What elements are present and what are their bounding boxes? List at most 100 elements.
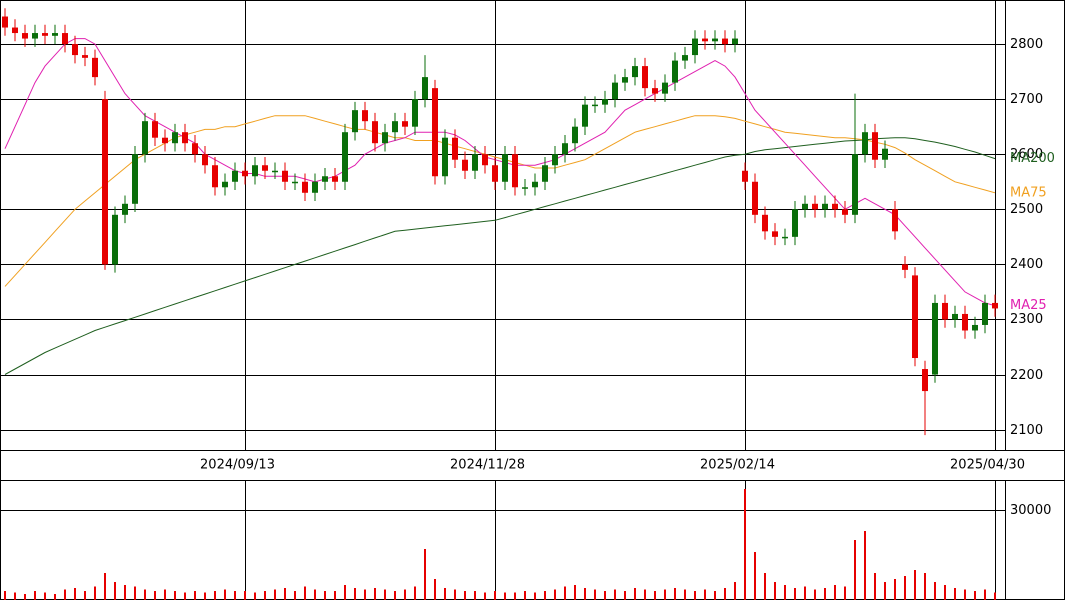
candle-body	[342, 132, 348, 182]
candle-body	[672, 60, 678, 83]
volume-bar	[494, 591, 496, 600]
volume-bar	[424, 549, 426, 600]
candle-body	[602, 99, 608, 105]
volume-bar	[684, 589, 686, 600]
legend-label: MA25	[1010, 298, 1047, 313]
volume-bar	[124, 585, 126, 600]
volume-bar	[724, 588, 726, 600]
candle-body	[162, 137, 168, 144]
volume-bar	[224, 589, 226, 600]
volume-bar	[654, 591, 656, 600]
volume-bar	[854, 540, 856, 600]
volume-bar	[314, 589, 316, 600]
candle-body	[782, 236, 788, 239]
y-tick-label: 2500	[1010, 202, 1043, 217]
candle-body	[292, 181, 298, 184]
candle-body	[12, 27, 18, 34]
volume-bar	[584, 588, 586, 600]
volume-bar	[914, 570, 916, 600]
volume-bar	[874, 573, 876, 600]
volume-bar	[164, 589, 166, 600]
volume-bar	[54, 594, 56, 600]
candle-body	[652, 88, 658, 94]
volume-bar	[754, 552, 756, 600]
volume-bar	[74, 588, 76, 600]
candle-body	[132, 154, 138, 204]
candle-body	[662, 82, 668, 94]
candle-body	[762, 214, 768, 232]
volume-bar	[504, 592, 506, 600]
candle-body	[532, 181, 538, 188]
volume-bar	[784, 585, 786, 600]
volume-bar	[594, 589, 596, 600]
volume-bar	[304, 586, 306, 600]
volume-bar	[64, 589, 66, 600]
candle-body	[982, 302, 988, 325]
candle-body	[962, 313, 968, 331]
volume-bar	[384, 589, 386, 600]
candle-body	[702, 38, 708, 42]
volume-bar	[984, 589, 986, 600]
volume-bar	[44, 592, 46, 600]
volume-bar	[704, 589, 706, 600]
candle-body	[842, 209, 848, 215]
candle-body	[812, 203, 818, 210]
volume-bar	[714, 591, 716, 600]
volume-bar	[694, 591, 696, 600]
candle-body	[852, 154, 858, 215]
candle-body	[952, 313, 958, 320]
candle-body	[112, 214, 118, 265]
x-tick-label: 2024/11/28	[450, 458, 525, 473]
volume-bar	[744, 489, 746, 600]
candle-body	[512, 154, 518, 188]
y-tick-label: 2800	[1010, 37, 1043, 52]
candle-body	[482, 154, 488, 166]
candle-body	[622, 77, 628, 83]
volume-bar	[834, 585, 836, 600]
candle-body	[692, 38, 698, 56]
volume-bar	[994, 592, 996, 600]
candle-body	[302, 181, 308, 193]
candle-body	[2, 16, 8, 28]
volume-bar	[514, 592, 516, 600]
volume-bar	[934, 582, 936, 600]
candle-body	[552, 154, 558, 166]
volume-bar	[14, 592, 16, 600]
candle-body	[352, 110, 358, 133]
candle-body	[992, 302, 998, 309]
candle-body	[542, 165, 548, 182]
volume-bar	[454, 589, 456, 600]
candle-body	[382, 132, 388, 144]
y-tick-label: 2300	[1010, 312, 1043, 327]
candle-body	[52, 33, 58, 36]
volume-bar	[574, 585, 576, 600]
candle-body	[932, 302, 938, 375]
candle-body	[752, 181, 758, 215]
volume-bar	[544, 591, 546, 600]
volume-bar	[564, 586, 566, 600]
candle-body	[862, 132, 868, 155]
volume-bar	[824, 588, 826, 600]
volume-bar	[104, 573, 106, 600]
volume-bar	[324, 591, 326, 600]
volume-bar	[144, 589, 146, 600]
volume-bar	[884, 582, 886, 600]
candle-body	[972, 324, 978, 331]
volume-bar	[464, 591, 466, 600]
volume-bar	[174, 591, 176, 600]
volume-bar	[154, 591, 156, 600]
candle-body	[772, 231, 778, 237]
candle-body	[442, 137, 448, 177]
candle-body	[472, 154, 478, 171]
volume-bar	[814, 589, 816, 600]
volume-bar	[624, 591, 626, 600]
candle-body	[82, 55, 88, 58]
volume-bar	[414, 586, 416, 600]
volume-bar	[734, 582, 736, 600]
volume-bar	[34, 591, 36, 600]
candle-body	[632, 66, 638, 78]
candle-body	[222, 181, 228, 188]
volume-bar	[484, 592, 486, 600]
